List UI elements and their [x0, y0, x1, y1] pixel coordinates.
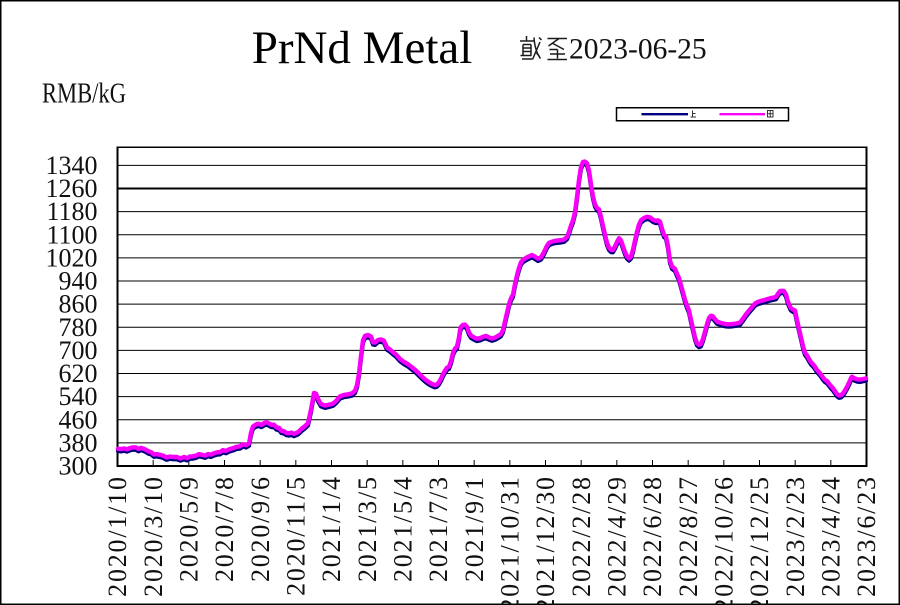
svg-text:2023-06-25: 2023-06-25: [569, 34, 707, 66]
svg-text:2021/12/30: 2021/12/30: [531, 475, 560, 605]
svg-text:860: 860: [59, 290, 98, 319]
svg-text:2022/10/26: 2022/10/26: [709, 475, 738, 605]
svg-text:1180: 1180: [46, 197, 97, 226]
svg-text:2020/5/9: 2020/5/9: [174, 475, 203, 582]
svg-text:2020/9/6: 2020/9/6: [246, 475, 275, 582]
svg-text:2023/4/24: 2023/4/24: [816, 475, 845, 597]
svg-text:2020/7/8: 2020/7/8: [210, 475, 239, 582]
svg-text:2022/12/25: 2022/12/25: [745, 475, 774, 605]
svg-text:2022/6/28: 2022/6/28: [638, 475, 667, 597]
svg-text:2023/6/23: 2023/6/23: [852, 475, 881, 597]
svg-text:1340: 1340: [46, 151, 98, 180]
svg-text:2021/9/1: 2021/9/1: [460, 475, 489, 582]
svg-text:2021/3/5: 2021/3/5: [353, 475, 382, 582]
svg-text:940: 940: [59, 267, 98, 296]
svg-text:2022/2/28: 2022/2/28: [567, 475, 596, 597]
svg-text:300: 300: [59, 452, 98, 481]
svg-text:620: 620: [59, 359, 98, 388]
svg-text:2022/4/29: 2022/4/29: [602, 475, 631, 597]
svg-text:2020/3/10: 2020/3/10: [139, 475, 168, 597]
svg-text:2021/1/4: 2021/1/4: [317, 475, 346, 582]
svg-text:2020/1/10: 2020/1/10: [103, 475, 132, 597]
svg-text:1260: 1260: [46, 174, 98, 203]
svg-text:2021/5/4: 2021/5/4: [388, 475, 417, 582]
svg-text:540: 540: [59, 382, 98, 411]
svg-text:380: 380: [59, 429, 98, 458]
svg-text:700: 700: [59, 336, 98, 365]
svg-text:780: 780: [59, 313, 98, 342]
svg-text:2023/2/23: 2023/2/23: [781, 475, 810, 597]
svg-text:2021/7/3: 2021/7/3: [424, 475, 453, 582]
svg-text:1100: 1100: [46, 220, 97, 249]
svg-text:2020/11/5: 2020/11/5: [281, 475, 310, 596]
svg-text:1020: 1020: [46, 244, 98, 273]
svg-text:460: 460: [59, 405, 98, 434]
svg-text:PrNd Metal: PrNd Metal: [252, 22, 473, 74]
svg-text:2021/10/31: 2021/10/31: [495, 475, 524, 605]
svg-text:2022/8/27: 2022/8/27: [674, 475, 703, 597]
svg-text:RMB/kG: RMB/kG: [42, 78, 126, 110]
